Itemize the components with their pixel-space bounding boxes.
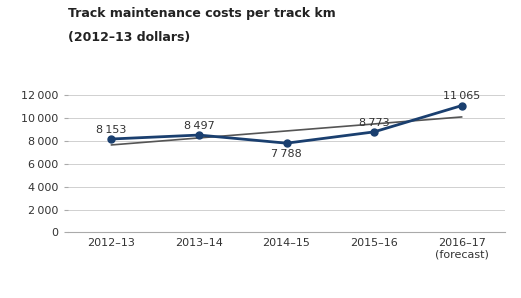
Text: 8 153: 8 153: [96, 125, 127, 135]
Text: 7 788: 7 788: [271, 149, 302, 159]
Trendline: [108, 143, 115, 147]
Text: 8 773: 8 773: [359, 117, 389, 128]
Trendline: [441, 117, 447, 120]
Text: 11 065: 11 065: [443, 91, 480, 101]
Text: 8 497: 8 497: [183, 121, 215, 131]
Text: Track maintenance costs per track km: Track maintenance costs per track km: [68, 7, 336, 21]
Trendline: [317, 126, 323, 130]
Trendline: [289, 129, 295, 132]
Trendline: [458, 115, 465, 119]
Trendline: [430, 117, 437, 121]
Line: Trendline: Trendline: [111, 117, 462, 145]
Trendline: [190, 137, 196, 140]
Text: (2012–13 dollars): (2012–13 dollars): [68, 31, 190, 44]
Trendline: [176, 138, 182, 141]
